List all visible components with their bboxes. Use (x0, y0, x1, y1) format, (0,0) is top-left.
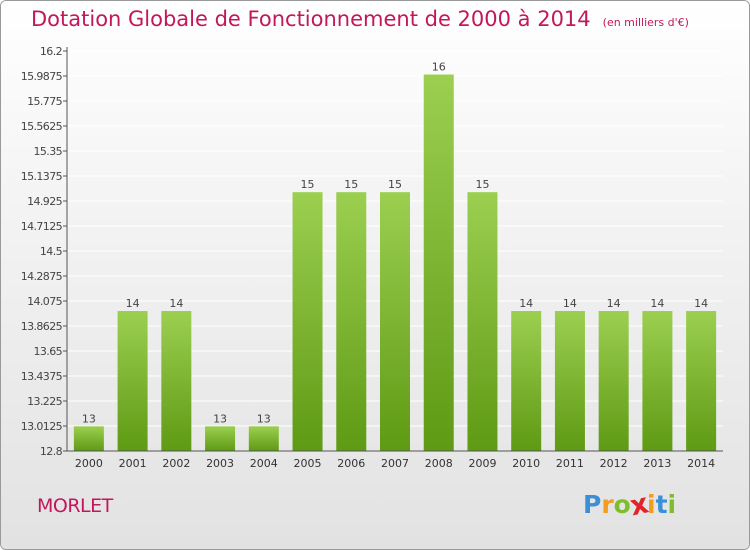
data-label: 14 (607, 297, 621, 310)
data-label: 15 (475, 178, 489, 191)
chart-title: Dotation Globale de Fonctionnement de 20… (31, 7, 689, 31)
y-axis-tick-labels: 12.8 13.0125 13.225 13.4375 13.65 13.8625 14.0… (21, 45, 67, 458)
chart-title-text: Dotation Globale de Fonctionnement de 20… (31, 7, 591, 31)
logo-letter: r (601, 490, 614, 519)
logo-letter: o (613, 490, 631, 519)
y-tick-label: 14.925 (27, 195, 62, 208)
data-label: 15 (344, 178, 358, 191)
bar-2006 (336, 192, 367, 452)
y-tick-label: 13.4375 (21, 370, 63, 383)
data-label: 14 (650, 297, 664, 310)
bar-2010 (511, 311, 542, 451)
y-tick-label: 14.2875 (21, 270, 63, 283)
bar-2012 (598, 311, 629, 451)
data-label: 15 (388, 178, 402, 191)
data-label: 14 (519, 297, 533, 310)
data-label: 13 (82, 412, 96, 425)
x-tick-label: 2014 (687, 457, 715, 470)
y-tick-label: 13.0125 (21, 420, 63, 433)
y-tick-label: 15.5625 (21, 120, 63, 133)
data-label: 15 (301, 178, 315, 191)
y-tick-label: 16.2 (40, 45, 62, 58)
x-tick-label: 2012 (600, 457, 628, 470)
y-tick-label: 14.5 (40, 245, 63, 258)
bar-2005 (292, 192, 323, 452)
x-tick-label: 2004 (250, 457, 278, 470)
y-tick-label: 14.7125 (21, 220, 63, 233)
y-tick-label: 13.8625 (21, 320, 63, 333)
chart-unit-note: (en milliers d'€) (602, 16, 689, 29)
x-tick-label: 2000 (75, 457, 103, 470)
x-tick-label: 2005 (294, 457, 322, 470)
data-label: 14 (169, 297, 183, 310)
bar-2004 (248, 426, 279, 451)
data-labels: 13 14 14 13 13 15 15 15 16 15 14 14 14 14 14 (82, 61, 708, 426)
bars (73, 74, 717, 452)
bar-2014 (686, 311, 717, 451)
bar-2009 (467, 192, 498, 452)
logo-letter: P (583, 490, 602, 519)
x-tick-label: 2003 (206, 457, 234, 470)
data-label: 14 (126, 297, 140, 310)
x-tick-label: 2006 (337, 457, 365, 470)
x-tick-label: 2011 (556, 457, 584, 470)
data-label: 16 (432, 61, 446, 74)
bar-2000 (73, 426, 104, 451)
y-tick-label: 15.9875 (21, 70, 63, 83)
y-tick-label: 13.225 (27, 395, 62, 408)
data-label: 13 (257, 412, 271, 425)
y-tick-label: 15.775 (27, 95, 62, 108)
bar-2013 (642, 311, 673, 451)
bar-2003 (205, 426, 236, 451)
x-tick-label: 2001 (119, 457, 147, 470)
data-label: 14 (694, 297, 708, 310)
bar-2001 (117, 311, 148, 451)
data-label: 13 (213, 412, 227, 425)
bar-2008 (423, 74, 454, 451)
y-tick-label: 14.075 (27, 295, 62, 308)
x-tick-label: 2010 (512, 457, 540, 470)
axes (66, 47, 723, 452)
logo-letter: t (655, 490, 668, 519)
x-tick-label: 2008 (425, 457, 453, 470)
y-tick-label: 15.35 (34, 145, 63, 158)
x-tick-label: 2002 (162, 457, 190, 470)
commune-name: MORLET (37, 495, 113, 517)
y-tick-label: 13.65 (34, 345, 63, 358)
y-tick-label: 15.1375 (21, 170, 63, 183)
logo-letter: i (647, 490, 656, 519)
x-tick-label: 2007 (381, 457, 409, 470)
logo-letter: i (667, 490, 677, 519)
x-tick-label: 2013 (643, 457, 671, 470)
bar-2011 (554, 311, 585, 451)
x-tick-label: 2009 (468, 457, 496, 470)
y-tick-label: 12.8 (40, 445, 63, 458)
x-axis-tick-labels: 2000 2001 2002 2003 2004 2005 2006 2007 2008 2009… (75, 457, 715, 470)
data-label: 14 (563, 297, 577, 310)
proxiti-logo: Proxiti (583, 487, 677, 522)
bar-2002 (161, 311, 192, 451)
bar-2007 (380, 192, 410, 452)
